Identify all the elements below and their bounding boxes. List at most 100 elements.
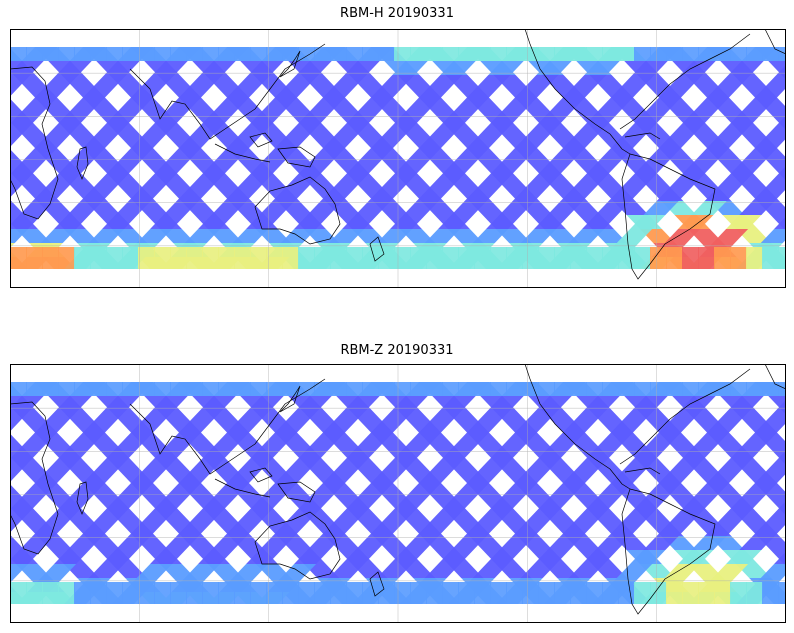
swath-segment [730, 582, 747, 604]
swath-segment [136, 103, 172, 117]
swath-segment [666, 47, 683, 61]
swath-segment [605, 89, 642, 103]
swath-segment [442, 247, 459, 269]
swath-segment [296, 61, 332, 75]
swath-segment [10, 410, 31, 424]
coastline-path [279, 50, 301, 78]
swath-segment [483, 452, 519, 466]
swath-segment [682, 47, 699, 61]
swath-segment [538, 247, 555, 269]
swath-segment [296, 396, 332, 410]
swath-segment [170, 582, 187, 604]
swath-segment [202, 382, 219, 396]
swath-segment [248, 61, 284, 75]
swath-segment [376, 229, 413, 243]
swath-segment [584, 396, 620, 410]
coastline-path [214, 478, 271, 498]
swath-segment [618, 582, 635, 604]
swath-segment [714, 382, 731, 396]
swath-segment [46, 173, 82, 187]
swath-segment [435, 117, 471, 131]
swath-segment [691, 201, 727, 215]
swath-segment [728, 61, 764, 75]
swath-segment [342, 215, 378, 229]
swath-segment [173, 89, 210, 103]
swath-segment [670, 173, 706, 187]
swath-segment [392, 61, 428, 75]
swath-segment [490, 247, 507, 269]
swath-segment [554, 247, 571, 269]
swath-segment [766, 508, 786, 522]
swath-segment [46, 508, 82, 522]
swath-segment [408, 145, 444, 159]
swath-segment [749, 424, 786, 438]
swath-segment [616, 564, 653, 578]
swath-segment [618, 247, 635, 269]
coastline-path [76, 146, 89, 180]
swath-segment [107, 494, 143, 508]
swath-segment [328, 229, 365, 243]
swath-segment [587, 159, 623, 173]
swath-segment [698, 47, 715, 61]
swath-segment [776, 64, 786, 75]
swath-segment [328, 103, 364, 117]
swath-segment [664, 564, 701, 578]
swath-segment [198, 550, 234, 564]
swath-segment [317, 424, 354, 438]
swath-segment [464, 522, 500, 536]
swath-segment [246, 215, 282, 229]
swath-segment [650, 47, 667, 61]
swath-segment [312, 480, 348, 494]
swath-segment [731, 159, 767, 173]
swath-segment [464, 187, 500, 201]
swath-segment [443, 159, 479, 173]
swath-segment [344, 396, 380, 410]
swath-segment [80, 522, 116, 536]
swath-segment [458, 582, 475, 604]
swath-segment [90, 247, 107, 269]
swath-segment [490, 582, 507, 604]
swath-segment [382, 173, 418, 187]
swath-segment [272, 522, 308, 536]
swath-segment [718, 173, 754, 187]
swath-segment [304, 438, 340, 452]
swath-segment [256, 103, 292, 117]
swath-segment [186, 582, 203, 604]
swath-segment [202, 582, 219, 604]
swath-segment [538, 47, 555, 61]
swath-segment [280, 103, 316, 117]
swath-segment [592, 103, 628, 117]
swath-segment [299, 494, 335, 508]
swath-segment [234, 382, 251, 396]
coastline-path [764, 29, 786, 55]
swath-segment [469, 131, 506, 145]
swath-segment [523, 410, 559, 424]
swath-segment [362, 247, 379, 269]
swath-segment [520, 564, 557, 578]
swath-segment [342, 550, 378, 564]
swath-segment [243, 117, 279, 131]
swath-segment [458, 382, 475, 396]
swath-segment [264, 145, 300, 159]
swath-segment [424, 564, 461, 578]
swath-segment [696, 480, 732, 494]
swath-segment [10, 229, 29, 243]
swath-segment [736, 438, 772, 452]
swath-segment [24, 145, 60, 159]
swath-segment [643, 201, 679, 215]
coastlines [10, 29, 786, 280]
swath-segment [218, 382, 235, 396]
swath-segment [56, 396, 92, 410]
coastline-path [764, 364, 786, 390]
swath-segment [186, 247, 203, 269]
swath-segment [675, 117, 711, 131]
swath-segment [104, 61, 140, 75]
swath-segment [458, 47, 475, 61]
coastline-path [254, 176, 341, 245]
swath-segment [10, 47, 27, 61]
swath-segment [560, 522, 596, 536]
swath-segment [554, 382, 571, 396]
swath-segment [714, 247, 731, 269]
orbit-swaths [10, 382, 786, 604]
swath-segment [352, 103, 388, 117]
